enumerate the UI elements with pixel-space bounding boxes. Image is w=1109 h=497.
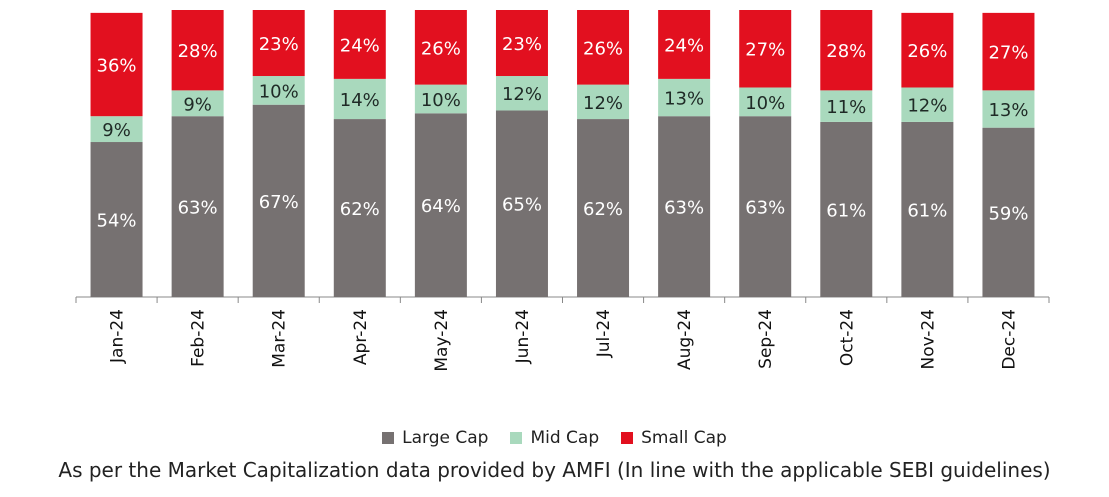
legend-label-small-cap: Small Cap [641, 428, 727, 448]
data-label-large-cap: 63% [745, 198, 785, 219]
stacked-bar-chart: 54% 9% 36% Jan-24 63% 9% 28% Feb-24 67% 10% 23% Mar… [75, 10, 1050, 372]
x-tick-label: Mar-24 [270, 309, 290, 368]
data-label-mid-cap: 10% [259, 81, 299, 102]
bar-mid-cap [739, 87, 792, 117]
bar-large-cap [901, 121, 954, 298]
data-label-mid-cap: 12% [502, 84, 542, 105]
bar-mid-cap [820, 90, 873, 122]
data-label-large-cap: 61% [907, 200, 947, 221]
data-label-large-cap: 63% [664, 198, 704, 219]
bar-large-cap [252, 104, 305, 298]
data-label-large-cap: 64% [421, 196, 461, 217]
data-label-small-cap: 23% [259, 34, 299, 55]
x-tick-label: Dec-24 [999, 309, 1019, 370]
bar-mid-cap [658, 78, 711, 117]
data-label-small-cap: 24% [664, 35, 704, 56]
legend-item-mid-cap: Mid Cap [510, 428, 599, 448]
bar-small-cap [414, 10, 467, 85]
chart-legend: Large Cap Mid Cap Small Cap [0, 428, 1109, 448]
bar-small-cap [739, 10, 792, 88]
x-tick-label: Apr-24 [351, 309, 371, 365]
data-label-large-cap: 65% [502, 195, 542, 216]
data-label-small-cap: 27% [745, 40, 785, 61]
data-label-mid-cap: 10% [745, 93, 785, 114]
data-label-small-cap: 28% [826, 41, 866, 62]
data-label-mid-cap: 12% [907, 96, 947, 117]
bar-small-cap [495, 10, 548, 77]
bar-small-cap [820, 10, 873, 91]
data-label-small-cap: 24% [340, 35, 380, 56]
data-label-mid-cap: 14% [340, 90, 380, 111]
data-label-small-cap: 26% [583, 38, 623, 59]
data-label-small-cap: 27% [988, 43, 1028, 64]
legend-swatch-small-cap [621, 432, 634, 444]
legend-item-small-cap: Small Cap [621, 428, 727, 448]
data-label-mid-cap: 9% [183, 94, 212, 115]
data-label-large-cap: 59% [988, 203, 1028, 224]
legend-swatch-mid-cap [510, 432, 523, 444]
bar-large-cap [90, 142, 143, 297]
x-tick-label: Jan-24 [108, 309, 128, 364]
bar-mid-cap [252, 76, 305, 105]
data-label-small-cap: 28% [178, 41, 218, 62]
data-label-large-cap: 62% [583, 199, 623, 220]
x-tick-label: Jun-24 [513, 309, 533, 364]
bar-mid-cap [171, 90, 224, 117]
bar-large-cap [982, 127, 1035, 297]
data-label-small-cap: 36% [97, 56, 137, 77]
x-tick-label: May-24 [432, 309, 452, 372]
data-label-large-cap: 67% [259, 192, 299, 213]
bar-large-cap [414, 113, 467, 297]
x-tick-label: Aug-24 [675, 309, 695, 370]
data-label-large-cap: 62% [340, 199, 380, 220]
x-tick-label: Jul-24 [594, 309, 614, 358]
bar-small-cap [658, 10, 711, 79]
data-label-mid-cap: 10% [421, 90, 461, 111]
legend-swatch-large-cap [382, 432, 395, 444]
data-label-small-cap: 23% [502, 34, 542, 55]
bar-large-cap [658, 116, 711, 297]
bar-large-cap [333, 119, 386, 297]
bar-large-cap [577, 119, 630, 297]
x-tick-label: Nov-24 [918, 309, 938, 370]
data-label-mid-cap: 11% [826, 97, 866, 118]
x-tick-label: Feb-24 [189, 309, 209, 367]
data-label-mid-cap: 13% [664, 89, 704, 110]
bar-large-cap [495, 110, 548, 297]
data-label-small-cap: 26% [421, 38, 461, 59]
data-label-small-cap: 26% [907, 41, 947, 62]
data-label-large-cap: 61% [826, 200, 866, 221]
legend-label-mid-cap: Mid Cap [530, 428, 600, 448]
bar-mid-cap [901, 87, 954, 122]
bar-small-cap [577, 10, 630, 85]
data-label-large-cap: 54% [97, 211, 137, 232]
x-tick-label: Sep-24 [756, 309, 776, 369]
data-label-mid-cap: 13% [988, 100, 1028, 121]
bar-mid-cap [333, 78, 386, 120]
bar-large-cap [739, 116, 792, 297]
bar-large-cap [171, 116, 224, 297]
chart-footnote: As per the Market Capitalization data pr… [58, 458, 1051, 482]
bar-small-cap [333, 10, 386, 79]
bar-small-cap [982, 12, 1035, 91]
bar-mid-cap [495, 76, 548, 111]
data-label-mid-cap: 9% [102, 120, 131, 141]
bar-mid-cap [982, 90, 1035, 128]
bar-small-cap [252, 10, 305, 77]
bar-mid-cap [577, 84, 630, 120]
x-tick-label: Oct-24 [837, 309, 857, 366]
legend-label-large-cap: Large Cap [402, 428, 489, 448]
bar-small-cap [901, 12, 954, 88]
data-label-large-cap: 63% [178, 198, 218, 219]
legend-item-large-cap: Large Cap [382, 428, 488, 448]
bar-small-cap [90, 12, 143, 117]
data-label-mid-cap: 12% [583, 93, 623, 114]
bar-large-cap [820, 121, 873, 298]
bar-small-cap [171, 10, 224, 91]
bar-mid-cap [414, 84, 467, 114]
bar-mid-cap [90, 116, 143, 143]
